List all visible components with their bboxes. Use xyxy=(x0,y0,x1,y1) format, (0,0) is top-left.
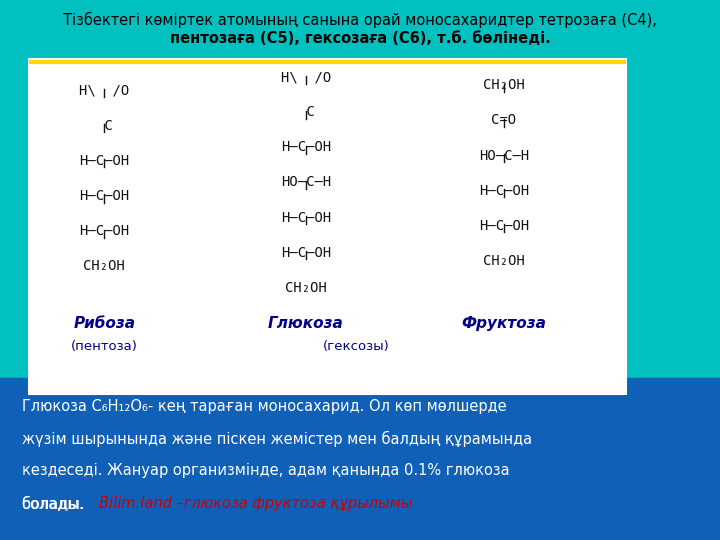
Text: HO‒C‒H: HO‒C‒H xyxy=(281,176,331,190)
Text: (гексозы): (гексозы) xyxy=(323,340,390,353)
Text: жүзім шырынында және піскен жемістер мен балдың құрамында: жүзім шырынында және піскен жемістер мен… xyxy=(22,431,532,447)
Text: H‒C‒OH: H‒C‒OH xyxy=(281,246,331,260)
Text: H‒C‒OH: H‒C‒OH xyxy=(79,224,130,238)
Text: Тізбектегі көміртек атомының санына орай моносахаридтер тетрозаға (С4),: Тізбектегі көміртек атомының санына орай… xyxy=(63,12,657,28)
Text: H‒C‒OH: H‒C‒OH xyxy=(479,219,529,233)
Text: H\  /O: H\ /O xyxy=(281,70,331,84)
Text: H‒C‒OH: H‒C‒OH xyxy=(281,140,331,154)
Text: H‒C‒OH: H‒C‒OH xyxy=(79,189,130,203)
Text: CH₂OH: CH₂OH xyxy=(84,259,125,273)
Text: H‒C‒OH: H‒C‒OH xyxy=(479,184,529,198)
Text: болады.: болады. xyxy=(22,496,89,511)
Text: C: C xyxy=(297,105,315,119)
Text: C: C xyxy=(96,119,113,133)
Bar xyxy=(29,59,626,394)
Text: H‒C‒OH: H‒C‒OH xyxy=(79,154,130,168)
Bar xyxy=(0,0,720,378)
Text: H‒C‒OH: H‒C‒OH xyxy=(281,211,331,225)
Text: болады.: болады. xyxy=(22,496,84,511)
Text: Bilim.land –глюкоза фруктоза құрылымы: Bilim.land –глюкоза фруктоза құрылымы xyxy=(99,496,413,511)
Text: Фруктоза: Фруктоза xyxy=(462,316,546,331)
Bar xyxy=(0,378,720,540)
Text: C=O: C=O xyxy=(492,113,516,127)
Text: пентозаға (С5), гексозаға (С6), т.б. бөлінеді.: пентозаға (С5), гексозаға (С6), т.б. бөл… xyxy=(170,31,550,46)
Text: кездеседі. Жануар организмінде, адам қанында 0.1% глюкоза: кездеседі. Жануар организмінде, адам қан… xyxy=(22,463,509,478)
Text: (пентоза): (пентоза) xyxy=(71,340,138,353)
Text: CH₂OH: CH₂OH xyxy=(483,254,525,268)
Text: CH₂OH: CH₂OH xyxy=(285,281,327,295)
Text: Рибоза: Рибоза xyxy=(73,316,135,331)
Text: Глюкоза С₆Н₁₂О₆- кең тараған моносахарид. Ол көп мөлшерде: Глюкоза С₆Н₁₂О₆- кең тараған моносахарид… xyxy=(22,399,506,414)
Text: CH₂OH: CH₂OH xyxy=(483,78,525,92)
Text: HO‒C‒H: HO‒C‒H xyxy=(479,148,529,163)
Text: Глюкоза: Глюкоза xyxy=(268,316,344,331)
Text: H\  /O: H\ /O xyxy=(79,84,130,98)
